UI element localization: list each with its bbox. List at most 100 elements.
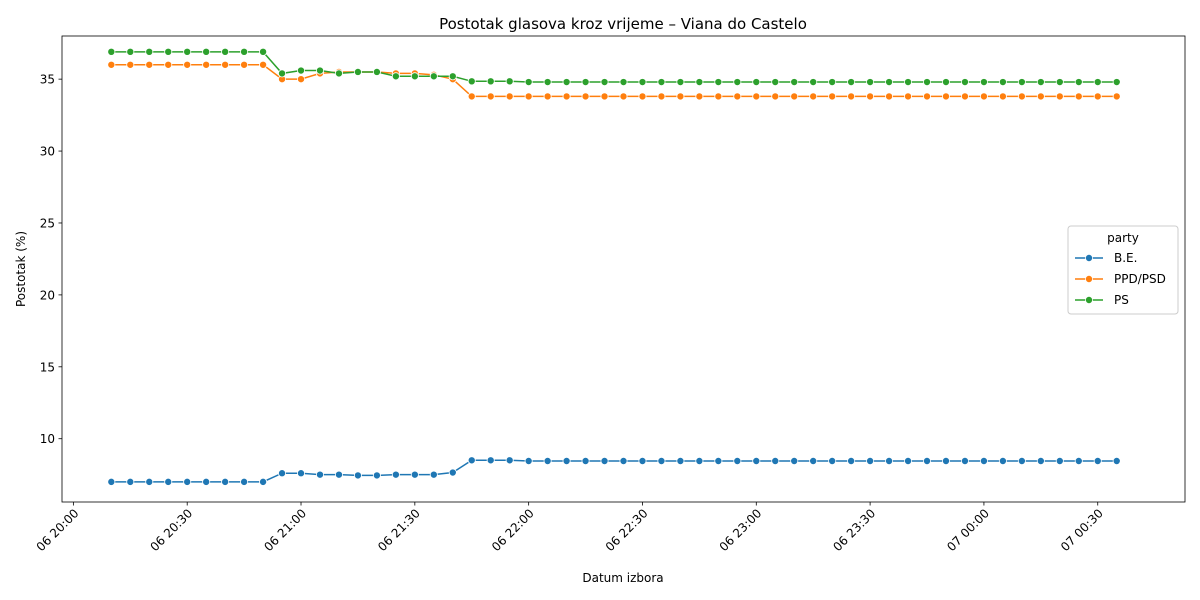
- y-tick-label: 35: [40, 73, 55, 87]
- data-point: [278, 69, 287, 78]
- data-point: [885, 78, 894, 87]
- data-point: [904, 78, 913, 87]
- data-point: [278, 469, 287, 478]
- data-point: [183, 60, 192, 69]
- data-point: [1036, 92, 1045, 101]
- data-point: [562, 78, 571, 87]
- legend-label: PS: [1114, 293, 1129, 307]
- data-point: [467, 77, 476, 86]
- y-tick-label: 15: [40, 360, 55, 374]
- plot-frame: [61, 35, 1186, 503]
- data-point: [1112, 92, 1121, 101]
- series-ps: [107, 47, 1121, 87]
- data-point: [714, 457, 723, 466]
- data-point: [505, 77, 514, 86]
- data-point: [809, 78, 818, 87]
- data-point: [448, 468, 457, 477]
- data-point: [600, 457, 609, 466]
- legend-marker: [1085, 295, 1094, 304]
- data-point: [334, 69, 343, 78]
- data-point: [221, 47, 230, 56]
- legend: party B.E. PPD/PSD PS: [1067, 225, 1179, 315]
- data-point: [240, 47, 249, 56]
- data-point: [391, 72, 400, 81]
- data-point: [221, 477, 230, 486]
- data-point: [107, 47, 116, 56]
- data-point: [372, 67, 381, 76]
- data-point: [164, 47, 173, 56]
- data-point: [391, 470, 400, 479]
- series-layer: [107, 47, 1121, 486]
- data-point: [979, 78, 988, 87]
- x-tick-label: 06 21:30: [375, 506, 423, 554]
- data-point: [923, 78, 932, 87]
- data-point: [505, 456, 514, 465]
- data-point: [657, 457, 666, 466]
- data-point: [202, 477, 211, 486]
- data-point: [733, 92, 742, 101]
- data-point: [714, 92, 723, 101]
- x-tick-label: 06 20:00: [34, 506, 82, 554]
- data-point: [1112, 457, 1121, 466]
- y-tick-label: 20: [40, 288, 55, 302]
- data-point: [847, 457, 856, 466]
- data-point: [486, 456, 495, 465]
- x-tick-label: 06 22:00: [489, 506, 537, 554]
- data-point: [1093, 457, 1102, 466]
- data-point: [1093, 92, 1102, 101]
- data-point: [619, 92, 628, 101]
- data-point: [410, 72, 419, 81]
- x-tick-label: 06 20:30: [147, 506, 195, 554]
- data-point: [828, 78, 837, 87]
- data-point: [771, 92, 780, 101]
- data-point: [771, 457, 780, 466]
- data-point: [1074, 92, 1083, 101]
- data-point: [297, 66, 306, 75]
- data-point: [752, 92, 761, 101]
- data-point: [429, 72, 438, 81]
- data-point: [619, 78, 628, 87]
- data-point: [372, 471, 381, 480]
- legend-box: [1067, 225, 1179, 315]
- series-ppd-psd: [107, 60, 1121, 101]
- data-point: [600, 92, 609, 101]
- data-point: [259, 60, 268, 69]
- data-point: [183, 47, 192, 56]
- y-axis: 10 15 20 25 30 35: [40, 73, 62, 446]
- data-point: [960, 78, 969, 87]
- legend-marker: [1085, 253, 1094, 262]
- data-point: [581, 78, 590, 87]
- data-point: [1055, 457, 1064, 466]
- data-point: [998, 92, 1007, 101]
- data-point: [619, 457, 628, 466]
- data-point: [164, 60, 173, 69]
- data-point: [524, 92, 533, 101]
- data-point: [581, 457, 590, 466]
- data-point: [885, 457, 894, 466]
- data-point: [202, 47, 211, 56]
- data-point: [809, 457, 818, 466]
- x-axis-label: Datum izbora: [582, 571, 663, 585]
- legend-marker: [1085, 274, 1094, 283]
- data-point: [885, 92, 894, 101]
- data-point: [904, 92, 913, 101]
- data-point: [1055, 78, 1064, 87]
- data-point: [486, 77, 495, 86]
- data-point: [145, 47, 154, 56]
- x-tick-label: 06 23:30: [830, 506, 878, 554]
- data-point: [410, 470, 419, 479]
- data-point: [505, 92, 514, 101]
- data-point: [828, 92, 837, 101]
- x-tick-label: 07 00:30: [1058, 506, 1106, 554]
- data-point: [297, 75, 306, 84]
- data-point: [638, 92, 647, 101]
- y-tick-label: 25: [40, 216, 55, 230]
- data-point: [638, 78, 647, 87]
- x-tick-label: 07 00:00: [944, 506, 992, 554]
- x-tick-label: 06 21:00: [261, 506, 309, 554]
- data-point: [315, 470, 324, 479]
- data-point: [145, 60, 154, 69]
- data-point: [923, 92, 932, 101]
- data-point: [1093, 78, 1102, 87]
